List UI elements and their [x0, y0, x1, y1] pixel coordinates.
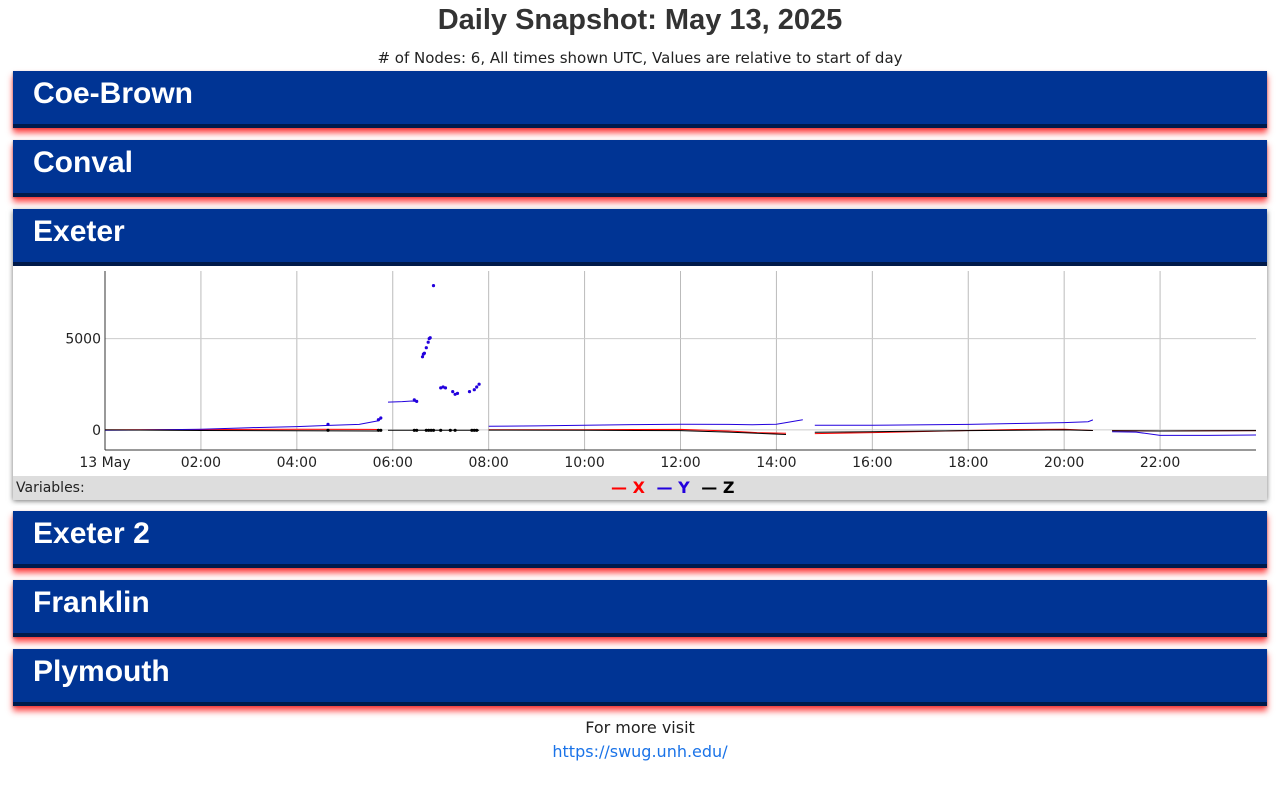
- data-point-y: [472, 388, 476, 392]
- data-point-z: [415, 428, 419, 432]
- x-tick-label: 12:00: [660, 455, 700, 471]
- legend-text-y: Y: [678, 478, 690, 497]
- magnetometer-chart: 13 May 02:00 04:00 06:00 08:00 10:00 12:00 14:0…: [13, 266, 1267, 476]
- data-point-z: [448, 428, 452, 432]
- series-line-y: [814, 419, 1094, 426]
- data-point-y: [420, 355, 425, 359]
- data-point-y: [441, 385, 445, 389]
- data-point-y: [467, 390, 472, 394]
- data-point-z: [427, 428, 431, 432]
- node-panel-coe-brown[interactable]: Coe-Brown: [13, 71, 1267, 128]
- x-tick-label: 04:00: [277, 455, 317, 471]
- series-line-y: [1112, 431, 1257, 436]
- footer-link-wrapper: https://swug.unh.edu/: [0, 742, 1280, 762]
- data-point-y: [455, 391, 460, 395]
- node-title[interactable]: Conval: [33, 146, 134, 179]
- node-panel-franklin[interactable]: Franklin: [13, 580, 1267, 637]
- footer-link[interactable]: https://swug.unh.edu/: [552, 742, 728, 761]
- data-point-z: [429, 428, 433, 432]
- legend-item-y[interactable]: — Y: [657, 478, 696, 497]
- data-point-z: [472, 428, 476, 432]
- x-tick-label: 16:00: [852, 455, 892, 471]
- legend-swatch-x: —: [611, 478, 627, 497]
- data-point-y: [415, 399, 419, 403]
- data-point-y: [326, 422, 330, 426]
- data-point-y: [426, 340, 430, 344]
- legend-items: — X — Y — Z: [611, 476, 740, 500]
- x-tick-label: 13 May: [79, 455, 130, 471]
- data-point-y: [439, 386, 443, 390]
- node-panel-exeter-2[interactable]: Exeter 2: [13, 511, 1267, 568]
- legend-swatch-y: —: [656, 478, 673, 497]
- data-point-z: [376, 428, 380, 432]
- data-point-z: [379, 428, 383, 432]
- node-title[interactable]: Plymouth: [33, 655, 170, 688]
- data-point-z: [412, 428, 416, 432]
- data-point-z: [439, 428, 443, 432]
- x-tick-label: 14:00: [756, 455, 796, 471]
- y-tick-label: 5000: [65, 332, 101, 348]
- data-point-y: [477, 382, 481, 386]
- series-line-z: [488, 429, 787, 435]
- legend-text-x: X: [632, 478, 645, 497]
- data-point-y: [451, 390, 455, 394]
- data-point-y: [453, 392, 457, 396]
- legend-label: Variables:: [16, 480, 85, 496]
- y-tick-label: 0: [92, 423, 101, 439]
- x-tick-label: 02:00: [181, 455, 221, 471]
- legend-text-z: Z: [722, 478, 735, 497]
- footer-text: For more visit: [585, 718, 695, 737]
- page-subtitle: # of Nodes: 6, All times shown UTC, Valu…: [377, 49, 903, 67]
- x-tick-label: 18:00: [948, 455, 988, 471]
- legend-swatch-z: —: [701, 478, 718, 497]
- data-point-z: [470, 428, 474, 432]
- data-point-z: [326, 428, 330, 432]
- chart-svg: 13 May 02:00 04:00 06:00 08:00 10:00 12:00 14:0…: [65, 271, 1257, 471]
- legend-item-x[interactable]: — X: [611, 478, 651, 497]
- node-panel-exeter[interactable]: Exeter 13 May 02:00 04:00 06:00 08:00 10:00 12…: [13, 209, 1267, 500]
- data-point-y: [443, 386, 448, 390]
- node-title[interactable]: Franklin: [33, 586, 150, 619]
- data-point-y: [424, 346, 428, 350]
- x-tick-label: 10:00: [564, 455, 604, 471]
- data-point-y: [412, 398, 416, 402]
- series-line-y: [104, 418, 382, 431]
- legend-bar: Variables: — X — Y — Z: [13, 476, 1267, 500]
- series-line-z: [814, 429, 1093, 433]
- data-point-z: [475, 428, 479, 432]
- x-tick-label: 06:00: [373, 455, 413, 471]
- data-point-y: [428, 336, 432, 340]
- node-title[interactable]: Coe-Brown: [33, 77, 193, 110]
- data-point-y: [422, 351, 426, 355]
- data-point-y: [475, 385, 479, 389]
- x-tick-label: 22:00: [1140, 455, 1180, 471]
- node-title[interactable]: Exeter: [13, 209, 1267, 266]
- legend-item-z[interactable]: — Z: [701, 478, 734, 497]
- node-title[interactable]: Exeter 2: [33, 517, 150, 550]
- data-point-z: [424, 428, 428, 432]
- data-point-y: [431, 284, 436, 288]
- series-line-y: [488, 419, 803, 427]
- data-point-z: [431, 428, 436, 432]
- series-line-x: [488, 428, 787, 434]
- x-tick-label: 08:00: [468, 455, 508, 471]
- data-point-y: [379, 416, 383, 420]
- node-panel-plymouth[interactable]: Plymouth: [13, 649, 1267, 706]
- data-point-z: [453, 428, 457, 432]
- page-title: Daily Snapshot: May 13, 2025: [437, 4, 843, 36]
- node-panel-conval[interactable]: Conval: [13, 140, 1267, 197]
- x-tick-label: 20:00: [1044, 455, 1084, 471]
- series-line-z: [104, 429, 379, 432]
- data-point-y: [376, 418, 380, 422]
